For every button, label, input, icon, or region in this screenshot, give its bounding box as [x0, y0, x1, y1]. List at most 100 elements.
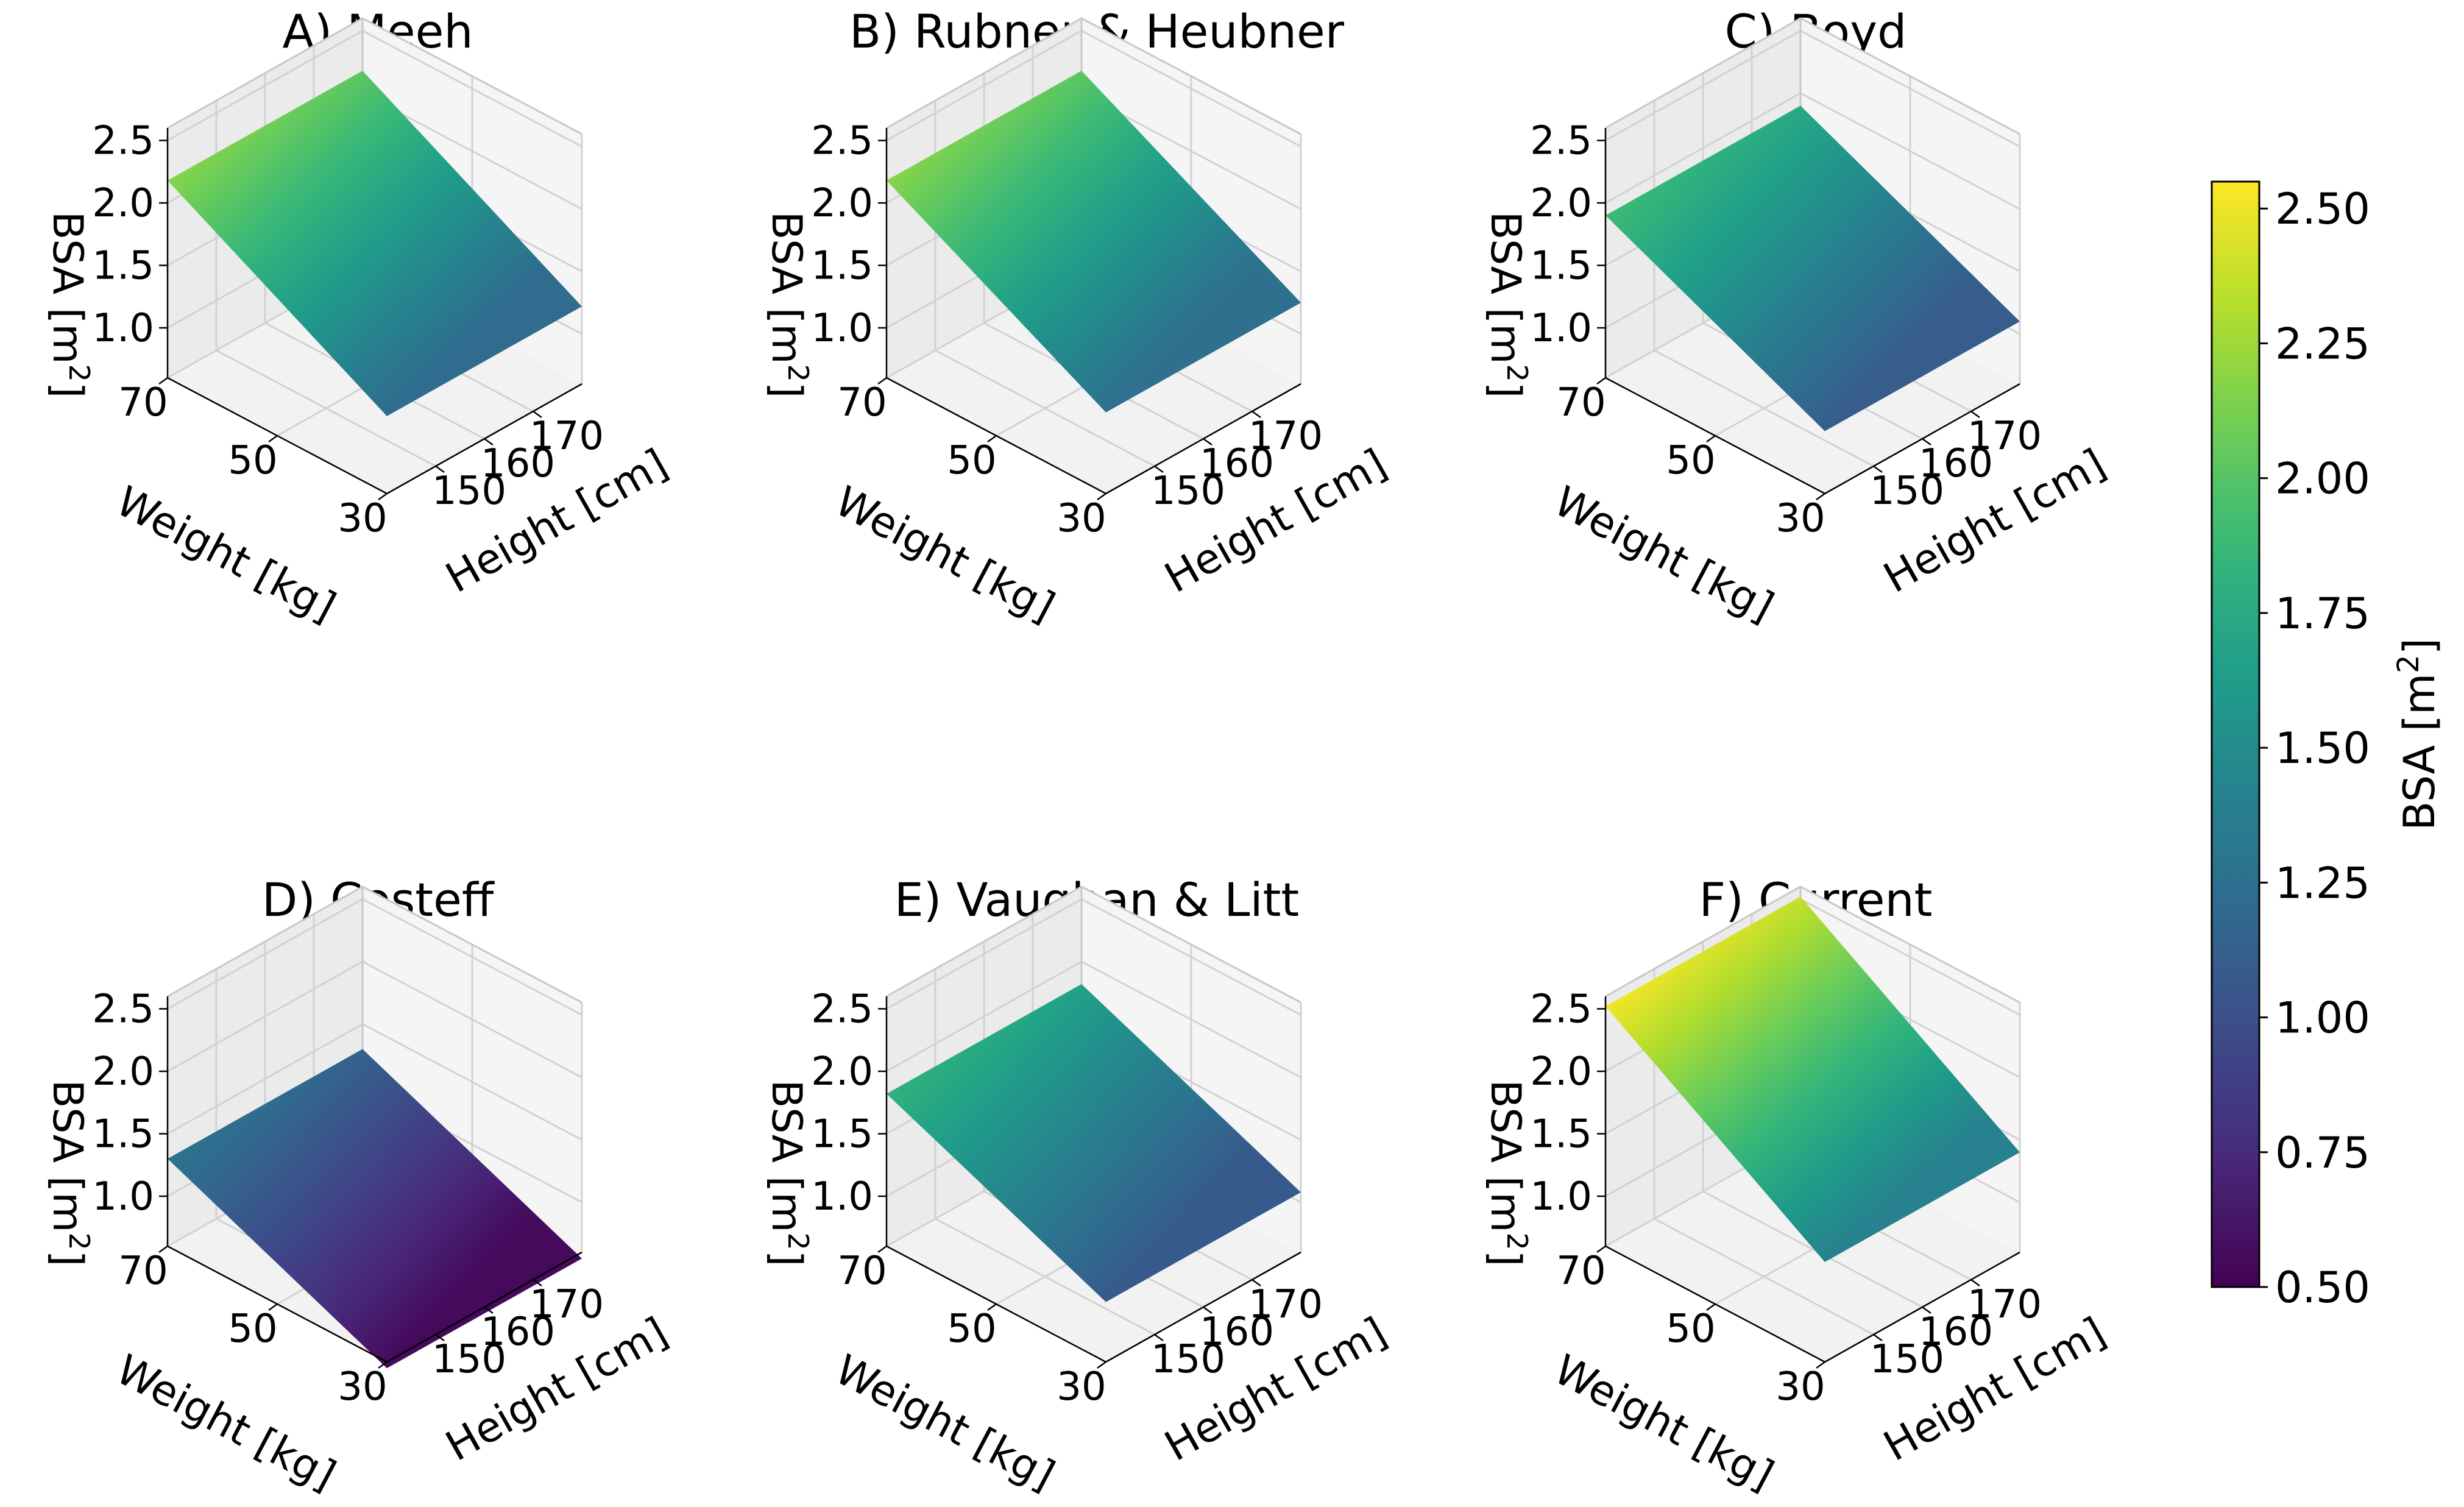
height-tick-label: 170: [529, 1282, 604, 1327]
weight-tick-mark: [987, 1303, 997, 1311]
height-tick-label: 150: [1870, 1337, 1944, 1382]
height-tick-mark: [1203, 438, 1213, 446]
height-tick-label: 160: [481, 441, 555, 486]
weight-axis-label: Weight [kg]: [1546, 477, 1781, 632]
height-tick-label: 160: [1200, 1310, 1274, 1355]
height-tick-label: 150: [432, 469, 506, 514]
height-axis-label: Height [cm]: [438, 1308, 676, 1471]
grid-line: [1653, 101, 1874, 467]
colorbar-label: BSA [m2]: [2391, 638, 2445, 831]
bsa-tick-label: 2.0: [1530, 1049, 1592, 1094]
weight-tick-mark: [1097, 1361, 1106, 1369]
panel-3: C) Boyd3050701501601701.01.52.02.5Weight…: [1481, 4, 2114, 632]
grid-line: [934, 969, 1155, 1336]
height-tick-mark: [1873, 465, 1883, 473]
height-axis-label: Height [cm]: [1876, 1308, 2114, 1471]
bsa-tick-label: 1.5: [811, 244, 873, 289]
bsa-tick-label: 2.0: [92, 181, 154, 226]
height-axis-label: Height [cm]: [1157, 440, 1395, 603]
weight-tick-mark: [877, 377, 887, 385]
height-tick-label: 150: [1870, 469, 1944, 514]
weight-tick-mark: [987, 434, 997, 443]
weight-tick-label: 50: [947, 1307, 996, 1352]
bsa-tick-label: 1.0: [811, 306, 873, 351]
weight-tick-label: 70: [1556, 380, 1605, 425]
height-tick-mark: [1154, 1333, 1164, 1342]
height-tick-mark: [435, 465, 445, 473]
weight-tick-mark: [158, 377, 168, 385]
bsa-tick-label: 2.0: [811, 1049, 873, 1094]
bsa-tick-label: 1.5: [92, 244, 154, 289]
bsa-tick-label: 2.0: [92, 1049, 154, 1094]
height-tick-label: 150: [432, 1337, 506, 1382]
weight-tick-label: 30: [338, 1364, 387, 1409]
height-tick-mark: [1251, 410, 1261, 419]
weight-tick-label: 70: [118, 380, 168, 425]
weight-tick-label: 30: [338, 496, 387, 541]
colorbar: 0.50 0.75 1.00 1.25 1.50 1.75 2.00 2.25 2.50 BSA …: [2211, 180, 2445, 1313]
surface: [1605, 896, 2020, 1262]
weight-tick-mark: [1816, 1361, 1825, 1369]
weight-tick-label: 70: [1556, 1249, 1605, 1294]
weight-tick-mark: [378, 1361, 388, 1369]
panels: A) Meeh3050701501601701.01.52.02.5Weight…: [43, 4, 2114, 1500]
weight-tick-label: 70: [837, 380, 887, 425]
height-tick-label: 170: [1248, 414, 1323, 459]
weight-tick-mark: [1816, 492, 1825, 501]
height-tick-label: 170: [1967, 414, 2042, 459]
weight-tick-label: 50: [1666, 438, 1715, 483]
height-tick-mark: [1251, 1278, 1261, 1287]
height-axis-label: Height [cm]: [1876, 440, 2114, 603]
bsa-tick-label: 2.5: [1530, 987, 1592, 1032]
bsa-tick-label: 1.0: [1530, 306, 1592, 351]
weight-tick-mark: [268, 1303, 278, 1311]
bsa-axis-label: BSA [m2]: [762, 211, 815, 399]
weight-tick-mark: [877, 1245, 887, 1253]
weight-tick-label: 50: [1666, 1307, 1715, 1352]
weight-tick-label: 30: [1775, 1364, 1825, 1409]
weight-tick-mark: [1596, 1245, 1606, 1253]
bsa-tick-label: 1.0: [1530, 1174, 1592, 1219]
weight-tick-mark: [1596, 377, 1606, 385]
height-tick-mark: [533, 1278, 542, 1287]
colorbar-tick-label: 2.25: [2275, 319, 2370, 369]
bsa-tick-label: 1.0: [811, 1174, 873, 1219]
bsa-tick-label: 2.5: [811, 119, 873, 164]
weight-tick-label: 70: [837, 1249, 887, 1294]
colorbar-tick-label: 1.25: [2275, 858, 2370, 908]
height-tick-mark: [533, 410, 542, 419]
colorbar-tick-label: 1.00: [2275, 993, 2370, 1043]
bsa-tick-label: 2.5: [92, 119, 154, 164]
panel-2: B) Rubner & Heubner3050701501601701.01.5…: [762, 4, 1395, 632]
weight-tick-label: 30: [1057, 496, 1106, 541]
bsa-axis-label: BSA [m2]: [43, 1080, 96, 1267]
height-tick-mark: [1922, 1306, 1931, 1314]
height-tick-mark: [1970, 1278, 1980, 1287]
height-tick-mark: [484, 438, 494, 446]
colorbar-tick-label: 0.75: [2275, 1128, 2370, 1178]
weight-tick-mark: [1706, 434, 1716, 443]
bsa-axis-label: BSA [m2]: [1481, 1080, 1534, 1267]
weight-axis-label: Weight [kg]: [108, 1346, 343, 1500]
surface: [168, 71, 582, 416]
bsa-tick-label: 2.5: [811, 987, 873, 1032]
height-tick-mark: [1873, 1333, 1883, 1342]
panel-1: A) Meeh3050701501601701.01.52.02.5Weight…: [43, 4, 676, 632]
colorbar-tick-label: 1.75: [2275, 589, 2370, 639]
bsa-tick-label: 2.5: [1530, 119, 1592, 164]
colorbar-tick-label: 2.50: [2275, 184, 2370, 234]
surface: [1605, 105, 2020, 431]
bsa-tick-label: 1.5: [811, 1112, 873, 1157]
weight-tick-label: 50: [228, 1307, 277, 1352]
weight-axis-label: Weight [kg]: [1546, 1346, 1781, 1500]
height-tick-mark: [435, 1333, 445, 1342]
colorbar-bar: [2211, 180, 2260, 1288]
height-tick-label: 170: [1967, 1282, 2042, 1327]
height-tick-label: 160: [481, 1310, 555, 1355]
height-tick-label: 160: [1200, 441, 1274, 486]
surface: [887, 71, 1301, 413]
height-axis-label: Height [cm]: [1157, 1308, 1395, 1471]
height-tick-label: 170: [529, 414, 604, 459]
bsa-tick-label: 2.0: [811, 181, 873, 226]
